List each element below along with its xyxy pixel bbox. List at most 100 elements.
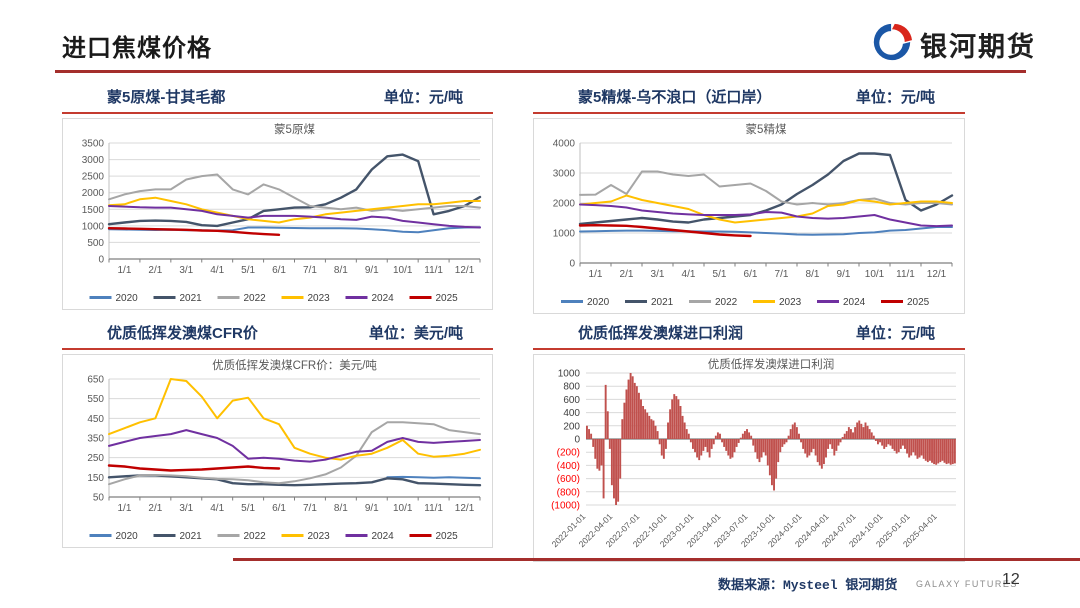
legend-item-2022: 2022 xyxy=(217,293,267,304)
chart1-canvas: 蒙5原煤 0 500 1000 1500 2000 2500 3000 3500 1/1 2/1 3/… xyxy=(82,123,482,304)
y-tick-label: 200 xyxy=(563,421,580,432)
x-tick-label: 11/1 xyxy=(424,503,443,514)
y-tick-label: 400 xyxy=(563,408,580,419)
x-tick-label: 6/1 xyxy=(744,269,758,280)
y-tick-label: 450 xyxy=(87,414,104,425)
series-2024 xyxy=(108,205,481,229)
legend-item-2021: 2021 xyxy=(153,531,203,542)
x-tick-label: 6/1 xyxy=(272,503,286,514)
chart4-unit-label: 单位：元/吨 xyxy=(855,325,935,342)
legend-item-2023: 2023 xyxy=(281,293,331,304)
series-2022 xyxy=(579,170,953,206)
legend-item-2025: 2025 xyxy=(409,531,458,542)
series-2025 xyxy=(107,226,281,237)
x-tick-label: 12/1 xyxy=(927,269,947,280)
legend-item-2024: 2024 xyxy=(345,531,395,542)
chart3-unit-label: 单位：美元/吨 xyxy=(368,325,463,342)
x-tick-label: 11/1 xyxy=(424,265,443,276)
y-tick-label: (1000) xyxy=(551,501,580,512)
series-2023 xyxy=(108,378,481,461)
x-tick-label: 5/1 xyxy=(241,503,255,514)
x-tick-label: 4/1 xyxy=(210,503,224,514)
title-rule xyxy=(55,70,1026,73)
svg-text:2024: 2024 xyxy=(372,531,395,542)
y-tick-label: 350 xyxy=(87,434,104,445)
svg-text:2022: 2022 xyxy=(715,297,738,308)
chart2-unit-label: 单位：元/吨 xyxy=(855,89,935,106)
svg-text:2022: 2022 xyxy=(244,293,267,304)
svg-text:2021: 2021 xyxy=(651,297,674,308)
series-2020 xyxy=(579,226,953,236)
svg-text:2020: 2020 xyxy=(116,293,139,304)
svg-text:2022: 2022 xyxy=(244,531,267,542)
x-tick-label: 6/1 xyxy=(272,265,286,276)
chart1-header: 蒙5原煤-甘其毛都 单位：元/吨 xyxy=(62,86,493,114)
x-tick-label: 4/1 xyxy=(210,265,224,276)
legend-item-2020: 2020 xyxy=(89,293,139,304)
y-tick-label: 4000 xyxy=(553,139,576,150)
svg-text:2024: 2024 xyxy=(843,297,866,308)
legend-item-2021: 2021 xyxy=(153,293,203,304)
galaxy-futures-logo: 银河期货 xyxy=(872,22,1036,67)
svg-text:2024: 2024 xyxy=(372,293,395,304)
chart1-title: 蒙5原煤-甘其毛都 xyxy=(107,89,226,106)
x-tick-label: 11/1 xyxy=(896,269,915,280)
y-tick-label: 50 xyxy=(93,493,105,504)
x-tick-label: 10/1 xyxy=(393,503,413,514)
x-tick-label: 7/1 xyxy=(303,265,317,276)
chart-inner-title: 优质低挥发澳煤CFR价：美元/吨 xyxy=(212,358,377,372)
svg-text:2023: 2023 xyxy=(308,293,331,304)
y-tick-label: 2000 xyxy=(82,188,105,199)
legend-item-2021: 2021 xyxy=(625,297,674,308)
svg-text:2020: 2020 xyxy=(116,531,139,542)
x-tick-label: 8/1 xyxy=(334,265,348,276)
chart-inner-title: 蒙5原煤 xyxy=(274,123,315,136)
svg-text:2021: 2021 xyxy=(180,531,203,542)
x-tick-label: 2/1 xyxy=(148,265,162,276)
y-tick-label: 600 xyxy=(563,395,580,406)
chart3-header: 优质低挥发澳煤CFR价 单位：美元/吨 xyxy=(62,322,493,350)
series-2020 xyxy=(386,475,481,480)
svg-text:2021: 2021 xyxy=(180,293,203,304)
x-tick-label: 3/1 xyxy=(651,269,665,280)
legend-item-2024: 2024 xyxy=(345,293,395,304)
chart3-title: 优质低挥发澳煤CFR价 xyxy=(107,325,258,342)
galaxy-swirl-icon xyxy=(872,22,912,67)
y-tick-label: (800) xyxy=(557,487,580,498)
chart4-title: 优质低挥发澳煤进口利润 xyxy=(578,325,744,342)
y-tick-label: 0 xyxy=(574,435,580,446)
page-title: 进口焦煤价格 xyxy=(62,35,212,62)
chart2-canvas: 蒙5精煤 0 1000 2000 3000 4000 1/1 2/1 3/1 4/1 5/1 6/1 7… xyxy=(553,123,954,308)
y-tick-label: 2500 xyxy=(82,172,105,183)
series-2024 xyxy=(579,203,953,228)
chart4-import-profit: 优质低挥发澳煤进口利润 (1000) (800) (600) (400) (200) 0 20… xyxy=(533,354,965,562)
y-tick-label: 3000 xyxy=(82,155,105,166)
page-number: 12 xyxy=(1002,571,1020,588)
x-tick-label: 1/1 xyxy=(589,269,603,280)
chart2-header: 蒙5精煤-乌不浪口（近口岸） 单位：元/吨 xyxy=(533,86,965,114)
svg-text:2023: 2023 xyxy=(308,531,331,542)
y-tick-label: 250 xyxy=(87,453,104,464)
x-tick-label: 12/1 xyxy=(455,265,475,276)
series-2024 xyxy=(108,429,481,463)
y-tick-label: 800 xyxy=(563,382,580,393)
x-tick-label: 7/1 xyxy=(775,269,789,280)
series-2025 xyxy=(578,223,752,238)
y-tick-label: (200) xyxy=(557,448,580,459)
svg-text:2020: 2020 xyxy=(587,297,610,308)
footer-data-source: 数据来源：Mysteel 银河期货 xyxy=(718,578,898,593)
x-tick-label: 1/1 xyxy=(118,503,132,514)
y-tick-label: 0 xyxy=(98,255,104,266)
series-2021 xyxy=(578,152,954,226)
chart2-title: 蒙5精煤-乌不浪口（近口岸） xyxy=(578,89,772,106)
legend-item-2023: 2023 xyxy=(281,531,331,542)
y-tick-label: 2000 xyxy=(553,199,576,210)
legend-item-2025: 2025 xyxy=(409,293,458,304)
svg-text:2023: 2023 xyxy=(779,297,802,308)
logo-text: 银河期货 xyxy=(920,32,1036,62)
y-tick-label: (600) xyxy=(557,474,580,485)
legend-item-2022: 2022 xyxy=(689,297,738,308)
x-tick-label: 2/1 xyxy=(148,503,162,514)
chart1-mongolian-raw-coal: 蒙5原煤 0 500 1000 1500 2000 2500 3000 3500 1/1 2/1 3/… xyxy=(62,118,493,310)
